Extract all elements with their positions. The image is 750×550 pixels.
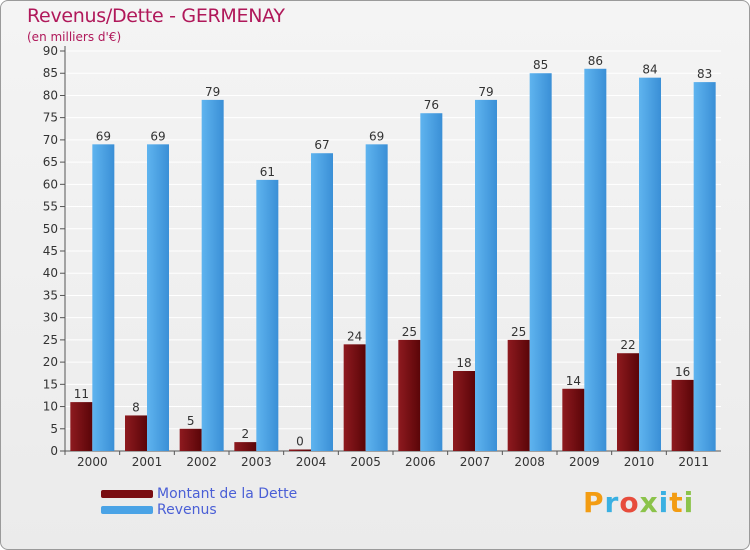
bar-revenus: [147, 144, 169, 452]
chart-title: Revenus/Dette - GERMENAY: [27, 5, 285, 27]
bar-revenus: [475, 99, 497, 451]
data-label-dette: 16: [675, 365, 690, 379]
data-label-dette: 22: [620, 338, 635, 352]
bar-revenus: [693, 82, 716, 451]
data-label-revenus: 84: [642, 63, 657, 77]
proxiti-logo: Proxiti: [583, 486, 694, 519]
logo-letter: o: [619, 486, 640, 519]
bar-dette: [179, 428, 202, 451]
y-tick-label: 40: [43, 266, 58, 280]
y-tick-label: 35: [43, 288, 58, 302]
data-label-revenus: 79: [478, 85, 493, 99]
data-label-revenus: 67: [314, 138, 329, 152]
data-label-revenus: 79: [205, 85, 220, 99]
y-tick-label: 10: [43, 400, 58, 414]
legend-label-revenus: Revenus: [157, 502, 217, 518]
y-tick-label: 25: [43, 333, 58, 347]
bar-dette: [398, 339, 421, 451]
data-label-revenus: 61: [260, 165, 275, 179]
y-tick-label: 70: [43, 133, 58, 147]
data-label-dette: 14: [566, 374, 581, 388]
y-tick-label: 0: [50, 444, 58, 458]
y-tick-label: 85: [43, 66, 58, 80]
y-tick-label: 80: [43, 88, 58, 102]
y-tick-label: 20: [43, 355, 58, 369]
bar-revenus: [311, 153, 333, 451]
x-tick-label: 2006: [405, 455, 436, 469]
bar-dette: [507, 339, 530, 451]
data-label-dette: 2: [242, 427, 250, 441]
y-tick-label: 65: [43, 155, 58, 169]
data-label-revenus: 69: [96, 129, 111, 143]
logo-letter: i: [683, 486, 695, 519]
data-label-dette: 8: [132, 400, 140, 414]
x-tick-label: 2011: [678, 455, 709, 469]
bar-dette: [671, 379, 694, 451]
y-tick-label: 55: [43, 200, 58, 214]
x-tick-label: 2008: [514, 455, 545, 469]
x-tick-label: 2007: [460, 455, 491, 469]
bar-dette: [343, 344, 366, 451]
y-tick-label: 15: [43, 377, 58, 391]
data-label-dette: 18: [456, 356, 471, 370]
x-tick-label: 2004: [296, 455, 327, 469]
data-label-dette: 0: [296, 435, 304, 449]
bar-revenus: [529, 73, 552, 451]
logo-letter: x: [639, 486, 659, 519]
data-label-revenus: 83: [697, 67, 712, 81]
data-label-revenus: 86: [588, 54, 603, 68]
bar-dette: [289, 449, 311, 451]
legend-label-dette: Montant de la Dette: [157, 486, 298, 502]
y-tick-label: 60: [43, 177, 58, 191]
data-label-revenus: 69: [150, 129, 165, 143]
legend-swatch-revenus: [101, 506, 153, 514]
data-label-dette: 25: [402, 325, 417, 339]
bar-revenus: [639, 77, 661, 452]
data-label-dette: 24: [347, 329, 362, 343]
bar-revenus: [201, 99, 224, 451]
logo-letter: P: [583, 486, 605, 519]
bar-revenus: [420, 113, 443, 451]
y-tick-label: 90: [43, 44, 58, 58]
bar-dette: [125, 415, 147, 451]
data-label-revenus: 76: [424, 98, 439, 112]
y-tick-label: 45: [43, 244, 58, 258]
bar-revenus: [92, 144, 115, 452]
legend-swatch-dette: [101, 490, 153, 498]
x-tick-label: 2005: [350, 455, 381, 469]
x-tick-label: 2003: [241, 455, 272, 469]
bar-revenus: [584, 68, 607, 452]
y-tick-label: 75: [43, 111, 58, 125]
x-tick-label: 2001: [132, 455, 163, 469]
logo-letter: t: [669, 486, 684, 519]
logo-letter: r: [604, 486, 620, 519]
x-tick-label: 2002: [186, 455, 217, 469]
data-label-dette: 11: [74, 387, 89, 401]
data-label-revenus: 85: [533, 58, 548, 72]
bar-dette: [617, 353, 639, 451]
bar-dette: [70, 402, 93, 451]
x-tick-label: 2010: [624, 455, 655, 469]
logo-letter: i: [658, 486, 670, 519]
bar-revenus: [256, 179, 279, 451]
y-tick-label: 5: [50, 422, 58, 436]
bar-dette: [562, 388, 585, 451]
chart-subtitle: (en milliers d'€): [27, 30, 122, 44]
y-tick-label: 50: [43, 222, 58, 236]
data-label-revenus: 69: [369, 129, 384, 143]
bar-revenus: [365, 144, 388, 452]
bar-dette: [453, 371, 475, 451]
data-label-dette: 5: [187, 414, 195, 428]
data-label-dette: 25: [511, 325, 526, 339]
x-tick-label: 2000: [77, 455, 108, 469]
x-tick-label: 2009: [569, 455, 600, 469]
y-tick-label: 30: [43, 311, 58, 325]
bar-dette: [234, 442, 257, 451]
